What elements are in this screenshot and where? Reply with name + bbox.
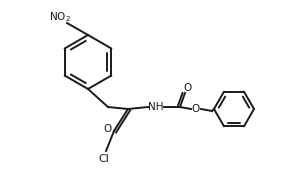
Text: NO$_2$: NO$_2$: [49, 10, 71, 24]
Text: NH: NH: [148, 102, 164, 112]
Text: O: O: [103, 124, 111, 134]
Text: Cl: Cl: [99, 154, 109, 164]
Text: O: O: [192, 104, 200, 114]
Text: O: O: [184, 83, 192, 93]
